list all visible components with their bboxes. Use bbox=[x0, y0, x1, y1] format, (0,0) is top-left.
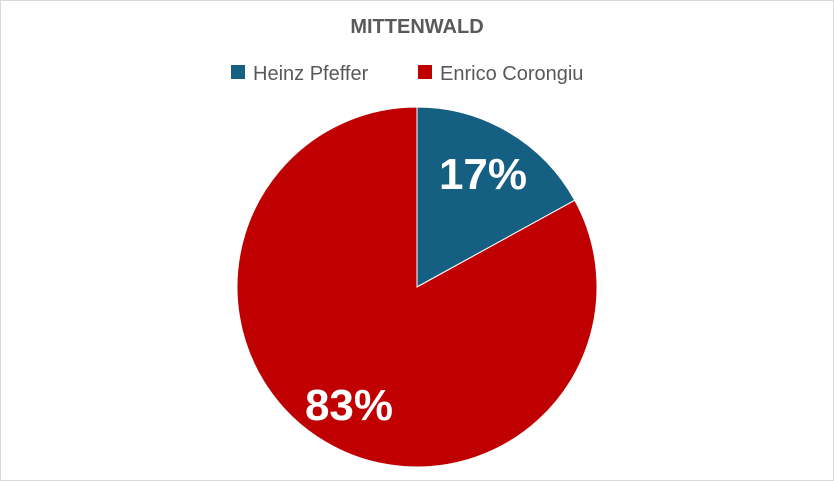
data-label: 17% bbox=[439, 150, 527, 199]
legend-label: Heinz Pfeffer bbox=[253, 63, 369, 85]
chart-title: MITTENWALD bbox=[350, 16, 483, 38]
legend-swatch bbox=[231, 65, 245, 79]
legend: Heinz Pfeffer Enrico Corongiu bbox=[231, 63, 583, 85]
legend-swatch bbox=[418, 65, 432, 79]
pie-slice-1 bbox=[236, 106, 598, 468]
pie-slice-0 bbox=[416, 106, 576, 288]
slices: 17% 83% bbox=[236, 106, 598, 468]
data-label: 83% bbox=[305, 381, 393, 430]
legend-label: Enrico Corongiu bbox=[440, 63, 583, 85]
